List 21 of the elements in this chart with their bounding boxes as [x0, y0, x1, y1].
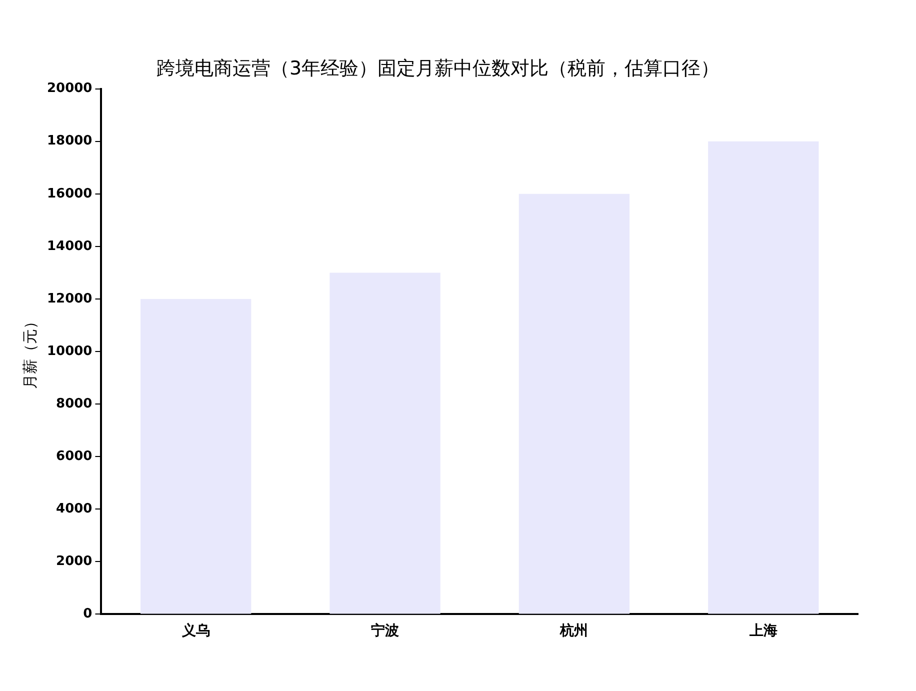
y-tick-label: 6000: [56, 448, 92, 464]
y-tick-label: 2000: [56, 554, 92, 570]
bar: [518, 194, 630, 614]
bar: [140, 298, 252, 614]
x-tick-label: 上海: [748, 623, 778, 640]
y-axis-title: 月薪（元）: [20, 314, 39, 389]
y-tick-label: 0: [83, 606, 92, 622]
bar: [708, 141, 819, 614]
y-tick-label: 4000: [56, 501, 92, 516]
y-tick-label: 10000: [46, 344, 92, 359]
y-tick-label: 16000: [46, 186, 92, 202]
bar: [330, 272, 440, 614]
chart-title: 跨境电商运营（3年经验）固定月薪中位数对比（税前，估算口径）: [156, 57, 720, 80]
y-tick-label: 12000: [46, 291, 92, 306]
y-tick-label: 14000: [46, 238, 92, 254]
x-tick-label: 宁波: [371, 622, 400, 640]
y-tick-label: 18000: [46, 134, 92, 149]
x-tick-label: 杭州: [559, 622, 588, 640]
x-tick-label: 义乌: [180, 622, 210, 640]
y-tick-label: 20000: [46, 81, 92, 96]
y-tick-label: 8000: [56, 396, 92, 412]
